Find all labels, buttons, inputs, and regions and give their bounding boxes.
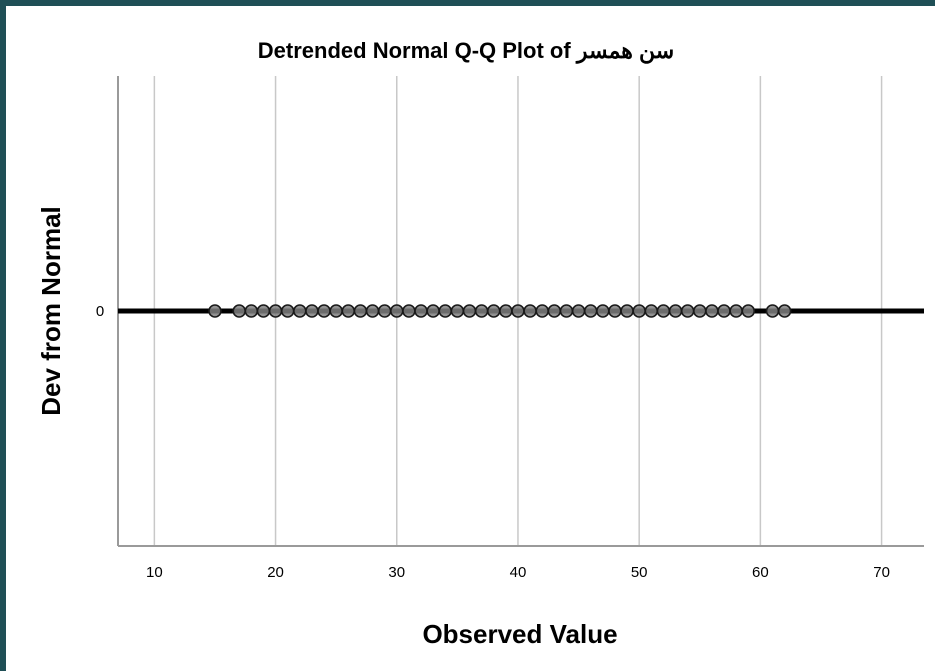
x-tick-label-40: 40 — [510, 564, 527, 581]
data-point-27 — [547, 304, 562, 318]
data-point-31 — [596, 304, 610, 318]
x-tick-label-10: 10 — [146, 564, 163, 581]
data-point-13 — [377, 304, 392, 318]
data-point-30 — [583, 304, 598, 318]
x-tick-label-50: 50 — [631, 564, 648, 581]
y-tick-label-0: 0 — [96, 303, 104, 320]
data-point-2 — [244, 304, 259, 318]
data-point-16 — [414, 304, 428, 318]
data-point-7 — [305, 304, 319, 318]
data-point-25 — [523, 304, 537, 318]
chart-frame: Detrended Normal Q-Q Plot of سن همسر 10 2… — [6, 6, 935, 671]
x-tick-label-20: 20 — [267, 564, 284, 581]
data-point-17 — [426, 304, 440, 318]
data-point-5 — [280, 304, 295, 318]
tick-labels: 10 20 30 40 50 60 70 0 — [96, 303, 890, 581]
data-point-39 — [692, 304, 707, 318]
data-point-42 — [729, 304, 743, 318]
data-point-6 — [293, 304, 307, 318]
detrended-qq-chart: Detrended Normal Q-Q Plot of سن همسر 10 2… — [36, 38, 924, 649]
data-point-33 — [620, 304, 634, 318]
data-point-4 — [268, 304, 283, 318]
data-point-24 — [511, 304, 525, 318]
data-point-22 — [486, 304, 501, 318]
x-axis-label: Observed Value — [422, 619, 617, 649]
data-point-18 — [438, 304, 453, 318]
data-point-41 — [717, 304, 731, 318]
data-point-38 — [680, 304, 695, 318]
data-point-11 — [353, 304, 368, 318]
data-point-37 — [668, 304, 683, 318]
data-point-44 — [765, 304, 780, 318]
data-point-45 — [777, 304, 792, 318]
data-point-10 — [341, 304, 356, 318]
data-point-40 — [705, 304, 719, 318]
data-point-26 — [535, 304, 550, 318]
data-point-8 — [317, 304, 331, 318]
y-axis-label: Dev from Normal — [36, 206, 66, 416]
data-point-21 — [474, 304, 489, 318]
data-point-43 — [741, 304, 756, 318]
data-point-15 — [402, 304, 416, 318]
data-point-35 — [644, 304, 659, 318]
data-point-36 — [656, 304, 671, 318]
data-point-0 — [208, 304, 222, 318]
data-points — [208, 304, 792, 318]
x-tick-label-70: 70 — [873, 564, 890, 581]
data-point-28 — [559, 304, 574, 318]
x-tick-label-60: 60 — [752, 564, 769, 581]
x-tick-label-30: 30 — [388, 564, 405, 581]
data-point-14 — [389, 304, 404, 318]
data-point-20 — [462, 304, 477, 318]
data-point-32 — [608, 304, 622, 318]
data-point-9 — [329, 304, 343, 318]
data-point-12 — [365, 304, 380, 318]
data-point-29 — [571, 304, 586, 318]
chart-title: Detrended Normal Q-Q Plot of سن همسر — [258, 38, 674, 64]
data-point-3 — [256, 304, 271, 318]
data-point-23 — [499, 304, 513, 318]
data-point-34 — [632, 304, 646, 318]
data-point-1 — [232, 304, 247, 318]
data-point-19 — [450, 304, 465, 318]
